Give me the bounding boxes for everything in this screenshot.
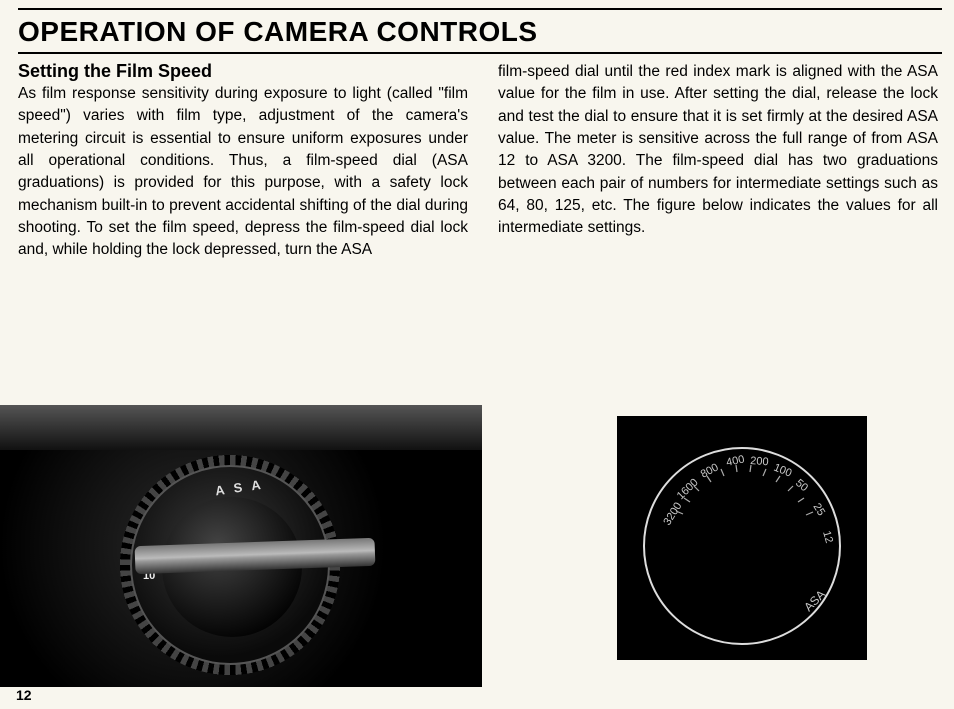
asa-dial-svg: 3200 1600 800 400 200 100 50 25 12 ASA	[617, 416, 867, 660]
page-heading: OPERATION OF CAMERA CONTROLS	[18, 16, 538, 48]
asa-dial-ticks	[676, 465, 813, 515]
asa-dial-numbers: 3200 1600 800 400 200 100 50 25 12	[661, 453, 835, 544]
asa-value: 50	[793, 477, 810, 494]
asa-value: 400	[725, 453, 745, 469]
body-column-left: As film response sensitivity during expo…	[18, 83, 468, 262]
asa-dial-figure: 3200 1600 800 400 200 100 50 25 12 ASA	[617, 416, 867, 660]
heading-underline	[18, 52, 942, 54]
section-subheading: Setting the Film Speed	[18, 61, 212, 82]
asa-dial-label: ASA	[801, 587, 828, 614]
asa-value: 12	[820, 530, 835, 545]
asa-value: 200	[750, 455, 769, 468]
camera-photo: A S A 10	[0, 405, 482, 687]
asa-value: 100	[772, 462, 794, 480]
top-rule	[18, 8, 942, 10]
asa-value: 25	[810, 501, 827, 518]
body-column-right: film-speed dial until the red index mark…	[498, 61, 938, 240]
page-number: 12	[16, 687, 32, 703]
camera-top-edge	[0, 405, 482, 450]
asa-value: 3200	[661, 500, 684, 527]
asa-value: 800	[699, 461, 721, 480]
